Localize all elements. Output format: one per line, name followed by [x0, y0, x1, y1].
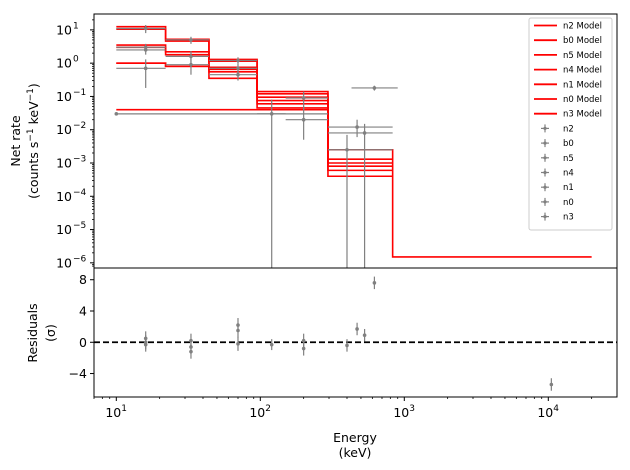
y-tick-exponent: −5 — [73, 221, 86, 231]
x-tick-exponent: 2 — [265, 404, 271, 414]
data-point — [115, 112, 328, 116]
residuals-panel: 840−4 10 1 10 2 10 3 10 4 Residuals (σ) Energy … — [25, 268, 617, 460]
residual-point — [373, 277, 377, 290]
bottom-axes-frame — [94, 268, 617, 397]
y-tick-exponent: −3 — [73, 155, 86, 165]
model-step-curve — [116, 63, 392, 170]
residual-point — [355, 323, 359, 336]
data-point — [166, 37, 209, 44]
y-tick-exponent: −1 — [73, 88, 86, 98]
y-tick-exponent: −6 — [73, 254, 87, 264]
svg-text:n3: n3 — [563, 213, 574, 223]
y-tick-label: 8 — [79, 272, 87, 287]
svg-text:n1: n1 — [563, 183, 574, 193]
svg-text:n5 Model: n5 Model — [563, 51, 602, 61]
y-tick-exponent: −4 — [73, 188, 87, 198]
svg-text:n4: n4 — [563, 169, 574, 179]
x-tick-exponent: 3 — [409, 404, 415, 414]
x-tick-label: 10 — [537, 405, 553, 420]
bottom-x-ticks: 10 1 10 2 10 3 10 4 — [94, 397, 592, 420]
data-point — [166, 51, 209, 63]
bottom-ylabel-line1: Residuals — [25, 303, 40, 362]
residual-point — [144, 338, 148, 352]
model-step-curve — [116, 27, 591, 257]
y-tick-label: 10 — [56, 255, 72, 270]
svg-text:n3 Model: n3 Model — [563, 110, 602, 120]
svg-text:b0: b0 — [563, 139, 574, 149]
top-ylabel-line1: Net rate — [8, 115, 23, 167]
data-point — [352, 86, 398, 91]
y-tick-label: 10 — [56, 156, 72, 171]
data-point — [328, 135, 393, 268]
residual-point — [302, 341, 306, 355]
x-tick-exponent: 1 — [121, 404, 127, 414]
y-tick-label: 10 — [56, 22, 72, 37]
y-tick-label: −4 — [69, 366, 87, 381]
y-tick-label: 4 — [79, 304, 87, 319]
svg-text:n0: n0 — [563, 198, 574, 208]
y-tick-label: 0 — [79, 335, 87, 350]
x-tick-label: 10 — [393, 405, 409, 420]
residual-point — [236, 337, 240, 351]
x-tick-exponent: 4 — [553, 404, 559, 414]
y-tick-exponent: −2 — [73, 121, 86, 131]
spectral-fit-figure: 10110010−110−210−310−410−510−6 Net rate … — [0, 0, 630, 470]
svg-text:n0 Model: n0 Model — [563, 95, 602, 105]
x-axis-label-line2: (keV) — [339, 445, 372, 460]
model-step-curve — [116, 47, 392, 166]
residual-point — [363, 329, 367, 342]
bottom-ylabel-line2: (σ) — [43, 324, 58, 342]
residual-points — [144, 277, 553, 391]
y-tick-label: 10 — [56, 122, 72, 137]
data-point — [286, 106, 328, 139]
svg-text:b0 Model: b0 Model — [563, 36, 602, 46]
model-step-curve — [116, 29, 392, 159]
residual-point — [270, 339, 274, 350]
svg-text:n2: n2 — [563, 124, 574, 134]
x-axis-label-line1: Energy — [333, 430, 377, 445]
svg-text:n2 Model: n2 Model — [563, 22, 602, 32]
y-tick-exponent: 0 — [73, 55, 79, 65]
y-tick-label: 10 — [56, 189, 72, 204]
y-tick-exponent: 1 — [73, 21, 79, 31]
svg-text:n1 Model: n1 Model — [563, 80, 602, 90]
svg-text:n5: n5 — [563, 154, 574, 164]
model-curves — [116, 27, 591, 257]
data-point — [257, 100, 286, 268]
legend: n2 Model b0 Model n5 Model n4 Model n1 Model… — [529, 18, 612, 230]
svg-text:n4 Model: n4 Model — [563, 66, 602, 76]
residual-point — [550, 378, 554, 391]
y-tick-label: 10 — [56, 56, 72, 71]
y-tick-label: 10 — [56, 89, 72, 104]
residual-point — [345, 339, 349, 352]
data-point — [209, 57, 257, 64]
top-ylabel-line2: (counts s−1 keV−1) — [26, 83, 41, 199]
y-tick-label: 10 — [56, 222, 72, 237]
x-tick-label: 10 — [105, 405, 121, 420]
x-tick-label: 10 — [249, 405, 265, 420]
data-point — [328, 124, 393, 268]
bottom-y-ticks: 8 4 0 −4 — [69, 272, 94, 381]
data-point — [328, 120, 393, 137]
